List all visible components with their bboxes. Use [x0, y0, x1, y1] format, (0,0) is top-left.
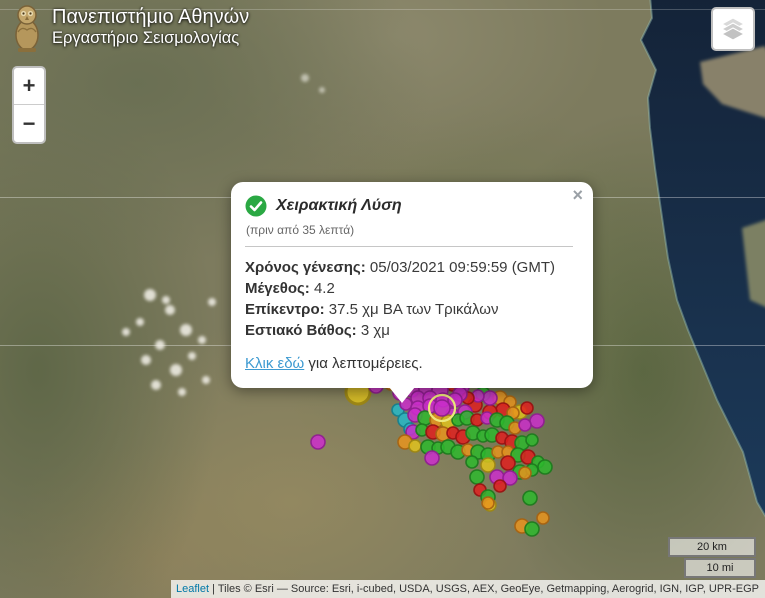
earthquake-marker[interactable]: [536, 511, 550, 525]
earthquake-marker[interactable]: [529, 413, 545, 429]
leaflet-link[interactable]: Leaflet: [176, 583, 210, 595]
earthquake-marker[interactable]: [537, 459, 553, 475]
earthquake-marker[interactable]: [310, 434, 326, 450]
earthquake-marker[interactable]: [524, 521, 540, 537]
popup-close-icon[interactable]: ×: [572, 185, 583, 205]
origin-time-label: Χρόνος γένεσης:: [245, 259, 366, 276]
popup-title: Χειρακτική Λύση: [276, 197, 402, 214]
event-popup: × Χειρακτική Λύση (πριν από 35 λεπτά) Χρ…: [231, 182, 593, 403]
zoom-in-button[interactable]: +: [14, 68, 44, 105]
details-suffix: για λεπτομέρειες.: [304, 355, 423, 372]
origin-time-value: 05/03/2021 09:59:59 (GMT): [369, 259, 556, 276]
earthquake-marker[interactable]: [520, 401, 534, 415]
earthquake-marker[interactable]: [522, 490, 538, 506]
magnitude-value: 4.2: [313, 280, 335, 297]
earthquake-marker[interactable]: [482, 390, 498, 406]
earthquake-marker[interactable]: [502, 470, 518, 486]
selected-marker-ring: [427, 393, 457, 423]
epicenter-value: 37.5 χμ ΒΑ των Τρικάλων: [328, 301, 499, 318]
attribution-bar: Leaflet | Tiles © Esri — Source: Esri, i…: [171, 580, 765, 598]
university-logo-icon: [15, 5, 39, 52]
earthquake-marker[interactable]: [481, 496, 495, 510]
popup-tail: [389, 387, 415, 403]
origin-time-field: Χρόνος γένεσης: 05/03/2021 09:59:59 (GMT…: [245, 257, 573, 278]
scale-km: 20 km: [668, 537, 756, 557]
magnitude-label: Μέγεθος:: [245, 280, 310, 297]
attribution-text: Tiles © Esri — Source: Esri, i-cubed, US…: [217, 583, 759, 595]
earthquake-marker[interactable]: [525, 433, 539, 447]
depth-label: Εστιακό Βάθος:: [245, 322, 357, 339]
scale-control: 20 km 10 mi: [668, 537, 756, 578]
depth-value: 3 χμ: [360, 322, 390, 339]
epicenter-field: Επίκεντρο: 37.5 χμ ΒΑ των Τρικάλων: [245, 299, 573, 320]
earthquake-marker[interactable]: [465, 455, 479, 469]
sea-region: [639, 0, 765, 518]
earthquake-marker[interactable]: [500, 455, 516, 471]
scale-mi: 10 mi: [684, 558, 756, 578]
attribution-separator: |: [209, 583, 218, 595]
brand-subtitle: Εργαστήριο Σεισμολογίας: [52, 29, 240, 47]
popup-time-ago: (πριν από 35 λεπτά): [246, 223, 355, 237]
clouds: [122, 74, 325, 396]
magnitude-field: Μέγεθος: 4.2: [245, 278, 573, 299]
right-edge-land: [742, 220, 765, 307]
earthquake-marker[interactable]: [424, 450, 440, 466]
layers-icon: [720, 17, 746, 41]
brand-header: Πανεπιστήμιο Αθηνών Εργαστήριο Σεισμολογ…: [8, 2, 249, 54]
depth-field: Εστιακό Βάθος: 3 χμ: [245, 320, 573, 341]
details-link[interactable]: Κλικ εδώ: [245, 355, 305, 372]
earthquake-marker[interactable]: [518, 418, 532, 432]
earthquake-marker[interactable]: [493, 479, 507, 493]
layers-control-button[interactable]: [711, 7, 755, 51]
check-circle-icon: [245, 195, 267, 217]
details-row: Κλικ εδώ για λεπτομέρειες.: [245, 355, 573, 372]
earthquake-marker[interactable]: [408, 439, 422, 453]
popup-divider: [245, 246, 573, 247]
earthquake-marker[interactable]: [480, 457, 496, 473]
zoom-out-button[interactable]: −: [14, 105, 44, 142]
brand-title: Πανεπιστήμιο Αθηνών: [52, 6, 250, 28]
peninsula-land: [700, 46, 765, 118]
zoom-control: + −: [12, 66, 46, 144]
earthquake-marker[interactable]: [518, 466, 532, 480]
earthquake-marker[interactable]: [469, 469, 485, 485]
epicenter-label: Επίκεντρο:: [245, 301, 325, 318]
earthquake-marker[interactable]: [433, 399, 451, 417]
